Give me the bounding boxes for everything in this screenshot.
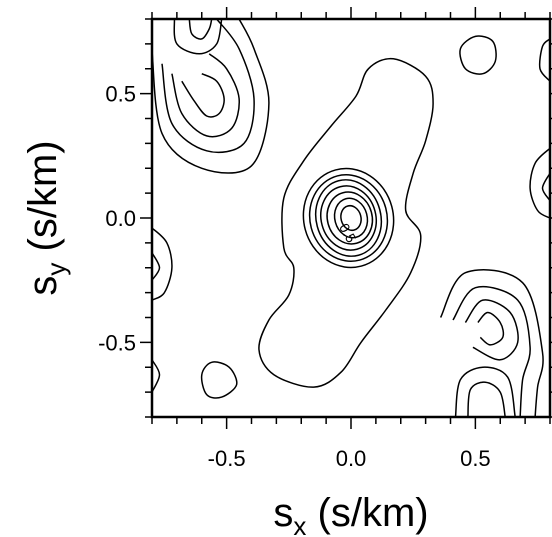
y-tick-label: 0.5 bbox=[105, 82, 136, 107]
contour-line bbox=[477, 311, 505, 346]
contour-ring bbox=[308, 174, 389, 262]
contour-line bbox=[459, 35, 497, 75]
y-axis-symbol: s bbox=[21, 276, 65, 296]
y-tick-label: 0.0 bbox=[105, 206, 136, 231]
contour-ring bbox=[302, 167, 395, 269]
contour-group-center-elongated bbox=[258, 57, 434, 388]
contour-line bbox=[173, 19, 223, 55]
contour-group-right-edge-feature bbox=[152, 38, 550, 393]
contour-ring bbox=[326, 191, 374, 245]
contour-line bbox=[181, 73, 225, 118]
contour-group-top-left-column bbox=[173, 19, 223, 55]
contour-line bbox=[152, 19, 270, 174]
contour-line bbox=[541, 172, 550, 202]
y-tick-label: -0.5 bbox=[98, 330, 136, 355]
contour-line bbox=[161, 19, 255, 154]
contour-group-left-edge-feature bbox=[152, 227, 173, 301]
contour-lines bbox=[152, 19, 550, 417]
contour-ring bbox=[314, 179, 383, 257]
contour-line bbox=[152, 359, 161, 393]
contour-line bbox=[171, 53, 240, 138]
contour-label: 0.5 bbox=[336, 220, 360, 245]
y-axis-label: sy (s/km) bbox=[21, 140, 71, 295]
contour-ring bbox=[340, 204, 362, 232]
contour-line bbox=[152, 227, 173, 301]
contour-group-bottom-right-feature bbox=[439, 269, 544, 417]
axis-ticks bbox=[140, 7, 552, 429]
contour-line bbox=[529, 147, 550, 219]
contour-line bbox=[200, 361, 238, 399]
y-tick-labels: 0.5 0.0 -0.5 bbox=[98, 82, 136, 356]
contour-group-top-right-blob bbox=[459, 35, 497, 75]
contour-ring bbox=[320, 185, 377, 251]
contour-group-bottom-right-column bbox=[454, 366, 516, 417]
x-axis-subscript: x bbox=[293, 511, 306, 537]
contour-line bbox=[152, 252, 161, 281]
y-axis-unit: (s/km) bbox=[21, 140, 65, 262]
contour-line bbox=[188, 19, 213, 40]
x-axis-unit: (s/km) bbox=[306, 491, 428, 535]
y-axis-subscript: y bbox=[41, 263, 71, 276]
contour-line bbox=[258, 57, 434, 388]
contour-annotations: 0.5 bbox=[336, 220, 360, 245]
contour-line bbox=[467, 381, 506, 417]
contour-group-bottom-left-blob bbox=[200, 361, 238, 399]
plot-frame bbox=[150, 17, 552, 419]
contour-line bbox=[538, 38, 550, 82]
contour-line bbox=[464, 299, 519, 361]
x-tick-label: 0.5 bbox=[460, 446, 491, 471]
contour-group-center-core bbox=[302, 167, 395, 269]
contour-ring bbox=[333, 197, 369, 239]
contour-group-top-left-feature bbox=[152, 19, 270, 174]
x-axis-label: sx (s/km) bbox=[273, 491, 428, 537]
contour-line bbox=[439, 269, 544, 417]
x-tick-labels: -0.5 0.0 0.5 bbox=[208, 446, 491, 471]
contour-line bbox=[452, 286, 531, 417]
x-axis-symbol: s bbox=[273, 491, 293, 535]
x-tick-label: 0.0 bbox=[336, 446, 367, 471]
x-tick-label: -0.5 bbox=[208, 446, 246, 471]
contour-line bbox=[454, 366, 516, 417]
